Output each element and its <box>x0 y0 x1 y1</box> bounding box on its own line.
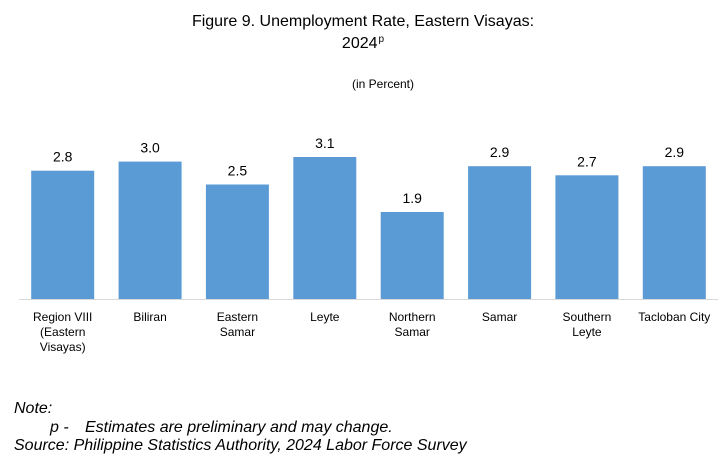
category-label: Region VIII (Eastern Visayas) <box>33 310 92 354</box>
source-note: Source: Philippine Statistics Authority,… <box>14 437 467 454</box>
chart-title-line2: 2024p <box>0 31 726 53</box>
category-label: Tacloban City <box>638 310 710 324</box>
data-label: 3.0 <box>140 140 160 156</box>
data-label: 2.5 <box>228 163 248 179</box>
note-item-text: Estimates are preliminary and may change… <box>85 419 393 436</box>
bar <box>205 184 269 299</box>
bar <box>31 170 95 299</box>
chart-title-line1: Figure 9. Unemployment Rate, Eastern Vis… <box>191 13 535 30</box>
category-label: Biliran <box>133 310 166 324</box>
note-item-marker: p - <box>50 419 69 436</box>
bar <box>118 161 182 299</box>
data-label: 1.9 <box>402 190 422 206</box>
category-label: Samar <box>482 310 517 324</box>
data-label: 2.7 <box>577 153 597 169</box>
bar <box>380 212 444 299</box>
data-label: 2.9 <box>665 144 685 160</box>
category-label: Northern Samar <box>389 310 436 339</box>
note-item: p - Estimates are preliminary and may cha… <box>50 418 393 437</box>
category-label: Eastern Samar <box>217 310 258 339</box>
data-label: 3.1 <box>315 135 335 151</box>
chart-title-superscript: p <box>378 34 385 45</box>
data-label: 2.8 <box>53 149 73 165</box>
bar <box>293 157 357 299</box>
note-heading: Note: <box>14 400 53 417</box>
bar <box>642 166 706 299</box>
category-label: Southern Leyte <box>563 310 612 339</box>
chart-title-year: 2024 <box>341 35 378 52</box>
chart-subtitle: (in Percent) <box>351 77 415 91</box>
data-label: 2.9 <box>490 144 510 160</box>
bar <box>555 175 619 299</box>
category-label: Leyte <box>310 310 340 324</box>
bar <box>468 166 532 299</box>
bar-chart: 2.8 Region VIII (Eastern Visayas) 3.0 Biliran… <box>19 135 718 354</box>
